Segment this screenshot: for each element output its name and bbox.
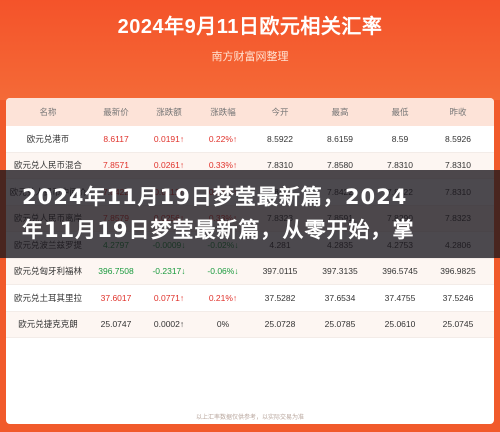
column-header-change: 涨跌额 <box>156 107 182 117</box>
change-amount: 0.0261↑ <box>153 160 185 171</box>
currency-name: 欧元兑匈牙利福林 <box>13 266 82 277</box>
column-header-pct: 涨跌幅 <box>210 107 236 117</box>
prev-close: 7.8310 <box>445 160 471 171</box>
column-header-high: 最高 <box>331 107 349 117</box>
latest-price: 8.6117 <box>103 133 129 144</box>
change-percent: 0.21%↑ <box>208 292 238 303</box>
change-percent: 0.33%↑ <box>208 160 238 171</box>
change-amount: 0.0191↑ <box>153 133 185 144</box>
table-header: 名称 最新价 涨跌额 涨跌幅 今开 最高 最低 昨收 <box>6 98 494 126</box>
latest-price: 396.7508 <box>98 266 134 277</box>
banner-line-2: 年11月19日梦莹最新篇，从零开始，掌 <box>22 218 415 242</box>
prev-close: 396.9825 <box>440 266 476 277</box>
page-title: 2024年9月11日欧元相关汇率 <box>117 16 383 38</box>
change-amount: 0.0771↑ <box>153 292 185 303</box>
column-header-name: 名称 <box>39 107 57 117</box>
table-row: 欧元兑土耳其里拉 37.6017 0.0771↑ 0.21%↑ 37.5282 37.65… <box>6 285 494 312</box>
low-price: 8.59 <box>391 133 409 144</box>
prev-close: 25.0745 <box>442 319 474 330</box>
table-row: 欧元兑港币 8.6117 0.0191↑ 0.22%↑ 8.5922 8.6159 8.59… <box>6 126 494 153</box>
open-price: 7.8310 <box>267 160 293 171</box>
high-price: 25.0785 <box>324 319 356 330</box>
currency-name: 欧元兑捷克克朗 <box>18 319 78 330</box>
header: 2024年9月11日欧元相关汇率 南方财富网整理 <box>0 0 500 100</box>
table-footnote: 以上汇率数据仅供参考，以实际交易为准 <box>195 415 304 421</box>
open-price: 8.5922 <box>267 133 293 144</box>
change-percent: 0% <box>216 319 230 330</box>
latest-price: 25.0747 <box>100 319 132 330</box>
rate-table-card: 名称 最新价 涨跌额 涨跌幅 今开 最高 最低 昨收 欧元兑港币 8.6117 0.… <box>6 98 494 424</box>
low-price: 396.5745 <box>382 266 418 277</box>
table-row: 欧元兑捷克克朗 25.0747 0.0002↑ 0% 25.0728 25.0785 25.… <box>6 311 494 338</box>
high-price: 397.3135 <box>322 266 358 277</box>
open-price: 397.0115 <box>262 266 298 277</box>
currency-name: 欧元兑港币 <box>26 133 70 144</box>
open-price: 25.0728 <box>264 319 296 330</box>
high-price: 7.8580 <box>327 160 353 171</box>
open-price: 37.5282 <box>264 292 296 303</box>
column-header-low: 最低 <box>391 107 409 117</box>
latest-price: 37.6017 <box>100 292 132 303</box>
change-percent: -0.06%↓ <box>207 266 239 277</box>
change-amount: -0.2317↓ <box>152 266 186 277</box>
column-header-prev: 昨收 <box>449 107 467 117</box>
low-price: 25.0610 <box>384 319 416 330</box>
page-subtitle: 南方财富网整理 <box>211 51 289 63</box>
change-percent: 0.22%↑ <box>208 133 238 144</box>
column-header-latest: 最新价 <box>103 107 129 117</box>
currency-name: 欧元兑人民币混合 <box>13 160 82 171</box>
overlay-banner: 2024年11月19日梦莹最新篇，2024 年11月19日梦莹最新篇，从零开始，… <box>0 170 500 258</box>
prev-close: 8.5926 <box>445 133 471 144</box>
currency-name: 欧元兑土耳其里拉 <box>13 292 82 303</box>
low-price: 7.8310 <box>387 160 413 171</box>
high-price: 37.6534 <box>324 292 356 303</box>
change-amount: 0.0002↑ <box>153 319 185 330</box>
prev-close: 37.5246 <box>442 292 474 303</box>
latest-price: 7.8571 <box>103 160 129 171</box>
low-price: 37.4755 <box>384 292 416 303</box>
high-price: 8.6159 <box>327 133 353 144</box>
banner-line-1: 2024年11月19日梦莹最新篇，2024 <box>22 185 408 209</box>
column-header-open: 今开 <box>271 107 289 117</box>
table-row: 欧元兑匈牙利福林 396.7508 -0.2317↓ -0.06%↓ 397.0115 3… <box>6 258 494 285</box>
